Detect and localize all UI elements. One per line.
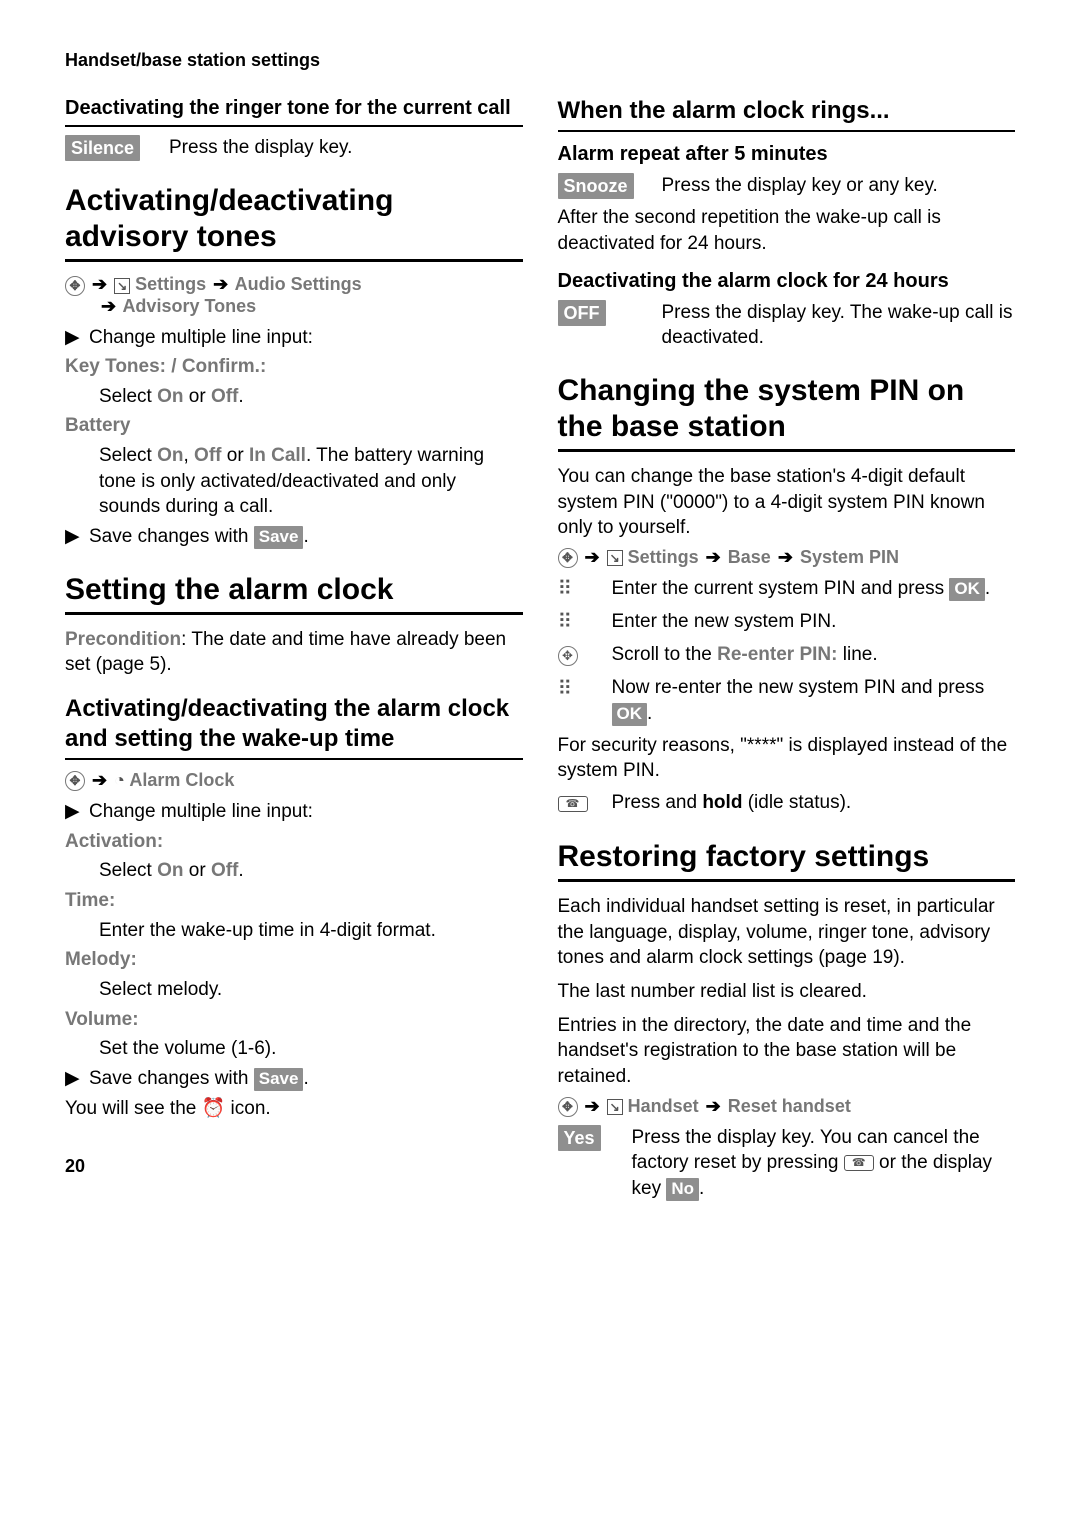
settings-box-icon: ↘ [114,278,130,294]
factory-p1: Each individual handset setting is reset… [558,894,1016,971]
nav-ring-icon: ✥ [558,1097,578,1117]
factory-p3: Entries in the directory, the date and t… [558,1013,1016,1090]
pin-step2: Enter the new system PIN. [612,609,1016,635]
triangle-icon: ▶ [65,325,89,351]
nav-ring-icon: ✥ [558,548,578,568]
pin-step3: Scroll to the Re-enter PIN: line. [612,642,1016,668]
time-body: Enter the wake-up time in 4-digit format… [65,918,523,944]
nav-ring-icon: ✥ [558,646,578,666]
pin-hold: Press and hold (idle status). [612,790,1016,816]
section-advisory-title: Activating/deactivating advisory tones [65,183,523,255]
key-tones-label: Key Tones: / Confirm.: [65,356,266,377]
right-column: When the alarm clock rings... Alarm repe… [558,96,1016,1208]
nav-ring-icon: ✥ [65,771,85,791]
melody-body: Select melody. [65,977,523,1003]
keypad-icon: ⠿ [558,609,573,636]
activation-label: Activation: [65,831,163,852]
alarm-repeat-title: Alarm repeat after 5 minutes [558,142,1016,167]
snooze-text: Press the display key or any key. [662,173,1016,199]
yes-key: Yes [558,1125,601,1151]
pin-step4: Now re-enter the new system PIN and pres… [612,675,1016,726]
alarm-precondition: Precondition: The date and time have alr… [65,627,523,678]
silence-key: Silence [65,135,140,161]
hangup-icon: ☎ [844,1155,874,1171]
left-column: Deactivating the ringer tone for the cur… [65,96,523,1208]
alarm-footer: You will see the ⏰ icon. [65,1096,523,1122]
factory-yes-text: Press the display key. You can cancel th… [632,1125,1016,1202]
battery-label: Battery [65,415,130,436]
pin-intro: You can change the base station's 4-digi… [558,464,1016,541]
save-key: Save [254,1068,304,1091]
factory-nav: ✥ ➔ ↘ Handset ➔ Reset handset [558,1096,1016,1117]
nav-ring-icon: ✥ [65,276,85,296]
advisory-nav: ✥ ➔ ↘ Settings ➔ Audio Settings ➔ Adviso… [65,274,523,316]
advisory-line1: Change multiple line input: [89,327,313,348]
settings-box-icon: ↘ [607,1099,623,1115]
snooze-key: Snooze [558,173,634,199]
page-number: 20 [65,1156,523,1177]
page-header: Handset/base station settings [65,50,1015,71]
factory-p2: The last number redial list is cleared. [558,979,1016,1005]
alarm-nav: ✥ ➔ ◔ Alarm Clock [65,770,523,791]
volume-body: Set the volume (1-6). [65,1036,523,1062]
section-deactivate-ringer-title: Deactivating the ringer tone for the cur… [65,96,523,121]
ok-key: OK [612,703,648,726]
keypad-icon: ⠿ [558,676,573,703]
alarm-sub-title: Activating/deactivating the alarm clock … [65,694,523,754]
silence-text: Press the display key. [169,135,523,161]
triangle-icon: ▶ [65,524,89,550]
section-alarm-rings-title: When the alarm clock rings... [558,96,1016,126]
ok-key: OK [949,578,985,601]
time-label: Time: [65,890,115,911]
off-text: Press the display key. The wake-up call … [662,300,1016,351]
hangup-icon: ☎ [558,796,588,812]
pin-security: For security reasons, "****" is displaye… [558,733,1016,784]
triangle-icon: ▶ [65,1066,89,1092]
melody-label: Melody: [65,949,137,970]
no-key: No [666,1178,699,1201]
deactivate-alarm-title: Deactivating the alarm clock for 24 hour… [558,269,1016,294]
off-key: OFF [558,300,606,326]
triangle-icon: ▶ [65,799,89,825]
save-key: Save [254,526,304,549]
settings-box-icon: ↘ [607,550,623,566]
section-factory-title: Restoring factory settings [558,839,1016,875]
pin-step1: Enter the current system PIN and press O… [612,576,1016,602]
pin-nav: ✥ ➔ ↘ Settings ➔ Base ➔ System PIN [558,547,1016,568]
clock-icon: ◔ [114,770,125,790]
section-alarm-title: Setting the alarm clock [65,572,523,608]
volume-label: Volume: [65,1009,139,1030]
alarm-repeat-body: After the second repetition the wake-up … [558,205,1016,256]
keypad-icon: ⠿ [558,576,573,603]
section-pin-title: Changing the system PIN on the base stat… [558,373,1016,445]
battery-body: Select On, Off or In Call. The battery w… [65,443,523,520]
